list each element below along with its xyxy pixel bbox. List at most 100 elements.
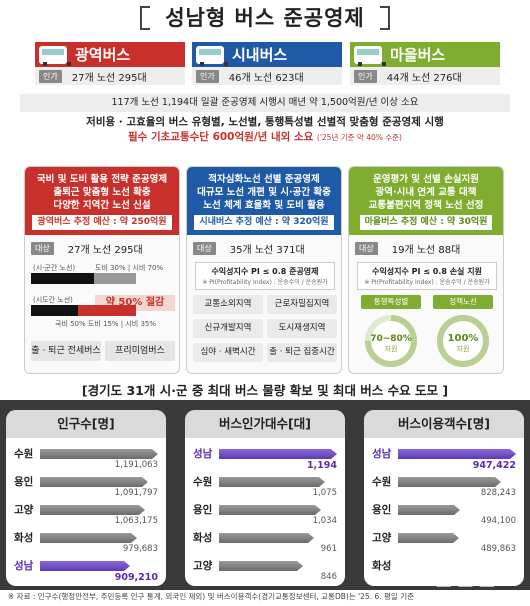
support-ring-2: 100% 지원 [437, 315, 489, 367]
plan-head-line: 운영평가 및 선별 손실지원 [372, 174, 480, 185]
bus-icon [354, 45, 386, 66]
plan-header: 국비 및 도비 활용 전략 준공영제 출퇴근 맞춤형 노선 확충 다양한 지역간… [25, 167, 179, 235]
criterion-note: ※ PI(Profitability Index) : 운송수익 / 운송원가 [202, 279, 328, 286]
bar1-label: (시·군간 노선) [33, 264, 76, 272]
summary-budget: 필수 기초교통수단 600억원/년 내외 소요 ('25년 기준 약 40% 수… [20, 129, 510, 144]
city-label: 성남 [14, 560, 34, 572]
summary-budget-note: ('25년 기준 약 40% 수준) [316, 133, 402, 142]
city-label: 수원 [14, 448, 34, 460]
footnote: ※ 자료 : 인구수(행정안전부, 주민등록 인구 통계, 외국인 제외) 및 … [8, 592, 414, 601]
area-item: 심야 · 새벽시간 [193, 343, 263, 362]
area-item: 도시재생지역 [267, 319, 337, 338]
bar2-right: 국비 50% 도비 15% | 시비 35% [55, 320, 157, 328]
target-text: 27개 노선 295대 [67, 244, 143, 256]
plan-gwangyeok: 국비 및 도비 활용 전략 준공영제 출퇴근 맞춤형 노선 확충 다양한 지역간… [24, 166, 180, 374]
bus-type-name: 시내버스 [232, 46, 288, 64]
panel-title: 버스인가대수[대] [185, 410, 345, 438]
ranking-bar [219, 533, 314, 543]
summary-cost: 117개 노선 1,194대 일괄 준공영제 시행시 매년 약 1,500억원/… [20, 94, 510, 112]
ranking-panel-population: 인구수[명] 수원 1,191,063 용인 1,091,797 고양 1,063,175… [6, 410, 166, 586]
title-bracket-left [140, 6, 150, 30]
ranking-value: 1,063,175 [114, 516, 158, 526]
plan-header: 운영평가 및 선별 손실지원 광역·시내 연계 교통 대책 교통불편지역 정책 … [349, 167, 503, 235]
bus-card-detail: 인가 46개 노선 623대 [192, 67, 342, 85]
city-label: 고양 [14, 504, 34, 516]
summary-policy: 저비용 · 고효율의 버스 유형별, 노선별, 통행특성별 선별적 맞춤형 준공… [86, 116, 444, 128]
label-travel-type: 통행특성별 [361, 295, 421, 309]
bus-type-name: 광역버스 [75, 46, 131, 64]
watermark-logo: 한인일보 [433, 566, 518, 591]
city-label: 화성 [193, 532, 213, 544]
panel-title: 인구수[명] [6, 410, 166, 438]
target-text: 35개 노선 371대 [229, 244, 305, 256]
bar1-right: 도비 30% | 시비 70% [95, 264, 164, 272]
commute-charter-bus: 출 · 퇴근 전세버스 [31, 341, 101, 361]
city-label: 성남 [193, 448, 213, 460]
ranking-value: 489,863 [480, 544, 516, 554]
criterion-note: ※ PI(Profitability Index) : 운송수익 / 운송원가 [364, 279, 490, 286]
label-policy-route: 정책노선 [433, 295, 493, 309]
title-block: 성남형 버스 준공영제 [140, 2, 390, 34]
funding-bar-sido [31, 305, 136, 316]
city-label: 화성 [14, 532, 34, 544]
summary-budget-text: 필수 기초교통수단 600억원/년 내외 소요 [127, 131, 314, 143]
ranking-value: 1,034 [312, 516, 337, 526]
ranking-bar [219, 561, 303, 571]
title-bracket-right [380, 6, 390, 30]
ranking-bar [40, 561, 130, 571]
ring-sub: 지원 [385, 344, 398, 353]
ranking-bar [398, 477, 501, 487]
criterion-box: 수익성지수 PI ≤ 0.8 손실 지원 ※ PI(Profitability … [357, 262, 497, 290]
ranking-bar [398, 533, 459, 543]
bus-card-detail: 인가 27개 노선 295대 [35, 67, 185, 85]
target-text: 19개 노선 88대 [391, 244, 461, 256]
city-label: 수원 [193, 476, 213, 488]
support-ring-1: 70~80% 지원 [365, 315, 417, 367]
bus-card-gwangyeok: 광역버스 인가 27개 노선 295대 [35, 42, 185, 85]
bus-count-text: 27개 노선 295대 [71, 72, 147, 84]
ranking-value: 909,210 [114, 572, 158, 583]
plan-head-line: 적자심화노선 선별 준공영제 [208, 174, 320, 185]
ranking-bar [219, 477, 325, 487]
ranking-value: 1,091,797 [114, 488, 158, 498]
plan-head-line: 노선 체계 효율화 및 도비 활용 [203, 200, 325, 211]
area-item: 근로자밀집지역 [267, 295, 337, 314]
ring-text: 100% [448, 333, 479, 344]
plan-head-line: 국비 및 도비 활용 전략 준공영제 [36, 174, 168, 185]
criterion-text: 수익성지수 PI ≤ 0.8 준공영제 [211, 267, 319, 276]
city-label: 용인 [14, 476, 34, 488]
criterion-box: 수익성지수 PI ≤ 0.8 준공영제 ※ PI(Profitability I… [195, 262, 335, 290]
area-item: 교통소외지역 [193, 295, 263, 314]
ranking-value: 828,243 [480, 488, 516, 498]
area-item: 출 · 퇴근 집중시간 [267, 343, 337, 362]
plan-head-line: 다양한 지역간 노선 신설 [53, 200, 151, 211]
bus-card-header: 시내버스 [192, 42, 342, 67]
plan-head-line: 출퇴근 맞춤형 노선 확충 [53, 187, 151, 198]
approval-tag: 인가 [354, 69, 377, 83]
funding-bar-sigun [31, 273, 136, 284]
ranking-bar [398, 449, 516, 459]
funding-bar-dark [31, 305, 79, 316]
bus-icon [39, 45, 71, 66]
city-label: 고양 [193, 560, 213, 572]
plan-target: 대상 27개 노선 295대 [25, 239, 179, 257]
target-tag: 대상 [355, 241, 378, 255]
ranking-bar [398, 505, 460, 515]
plan-head-line: 광역·시내 연계 교통 대책 [375, 187, 477, 198]
area-item: 신규개발지역 [193, 319, 263, 338]
ranking-value: 1,075 [312, 488, 337, 498]
bus-card-header: 광역버스 [35, 42, 185, 67]
target-tag: 대상 [193, 241, 216, 255]
ranking-value: 494,100 [480, 516, 516, 526]
criterion-text: 수익성지수 PI ≤ 0.8 손실 지원 [372, 267, 482, 276]
premium-bus: 프리미엄버스 [105, 341, 175, 361]
plan-target: 대상 35개 노선 371대 [187, 239, 341, 257]
bus-count-text: 44개 노선 276대 [386, 72, 462, 84]
approval-tag: 인가 [196, 69, 219, 83]
city-label: 화성 [372, 560, 392, 572]
bus-type-name: 마을버스 [390, 46, 446, 64]
bus-icon [196, 45, 228, 66]
ranking-bar [219, 505, 321, 515]
approval-tag: 인가 [39, 69, 62, 83]
bus-card-detail: 인가 44개 노선 276대 [350, 67, 500, 85]
